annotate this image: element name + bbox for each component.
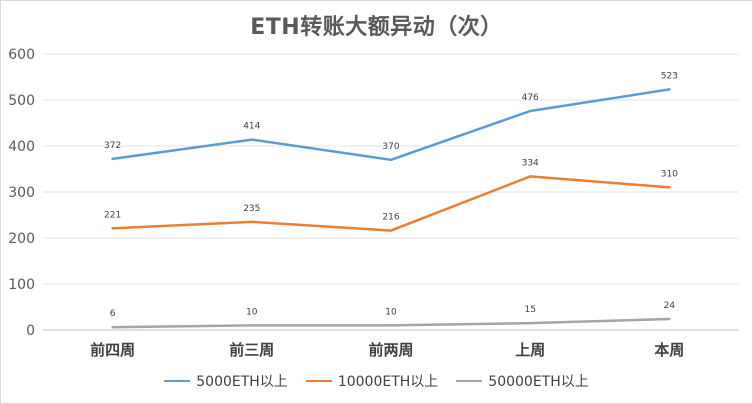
y-tick-label: 400 [8, 139, 35, 155]
chart-legend: 5000ETH以上 10000ETH以上 50000ETH以上 [1, 371, 752, 391]
x-tick-label: 本周 [654, 341, 684, 359]
y-tick-label: 100 [8, 277, 35, 293]
data-label: 15 [524, 305, 535, 315]
legend-swatch [164, 380, 191, 382]
data-label: 24 [664, 301, 676, 311]
data-label: 372 [104, 141, 121, 151]
legend-label: 10000ETH以上 [337, 374, 439, 390]
data-label: 235 [243, 204, 260, 214]
y-tick-label: 0 [26, 323, 35, 339]
legend-swatch [456, 380, 483, 382]
data-label: 10 [246, 307, 258, 317]
data-label: 221 [104, 210, 121, 220]
data-label: 476 [522, 93, 539, 103]
legend-swatch [305, 380, 332, 382]
data-label: 523 [661, 71, 678, 81]
legend-entry: 50000ETH以上 [456, 371, 589, 391]
data-label: 310 [661, 169, 678, 179]
x-tick-label: 前三周 [229, 341, 274, 359]
legend-entry: 10000ETH以上 [305, 371, 439, 391]
series-line [111, 175, 671, 232]
y-tick-label: 300 [8, 185, 35, 201]
y-tick-label: 200 [8, 231, 35, 247]
data-label: 334 [522, 158, 539, 168]
chart-title: ETH转账大额异动（次） [250, 15, 503, 40]
series-line [111, 88, 671, 162]
data-label: 216 [382, 213, 399, 223]
y-tick-label: 600 [8, 47, 35, 63]
x-tick-label: 前四周 [90, 341, 135, 359]
legend-entry: 5000ETH以上 [164, 371, 288, 391]
y-tick-label: 500 [8, 93, 35, 109]
data-label: 414 [243, 122, 260, 132]
series-line [111, 317, 671, 329]
data-label: 10 [385, 307, 397, 317]
data-label: 6 [110, 309, 116, 319]
legend-label: 5000ETH以上 [196, 374, 288, 390]
data-label: 370 [382, 142, 399, 152]
x-tick-label: 前两周 [368, 341, 413, 359]
x-tick-label: 上周 [515, 341, 545, 359]
legend-label: 50000ETH以上 [488, 374, 589, 390]
